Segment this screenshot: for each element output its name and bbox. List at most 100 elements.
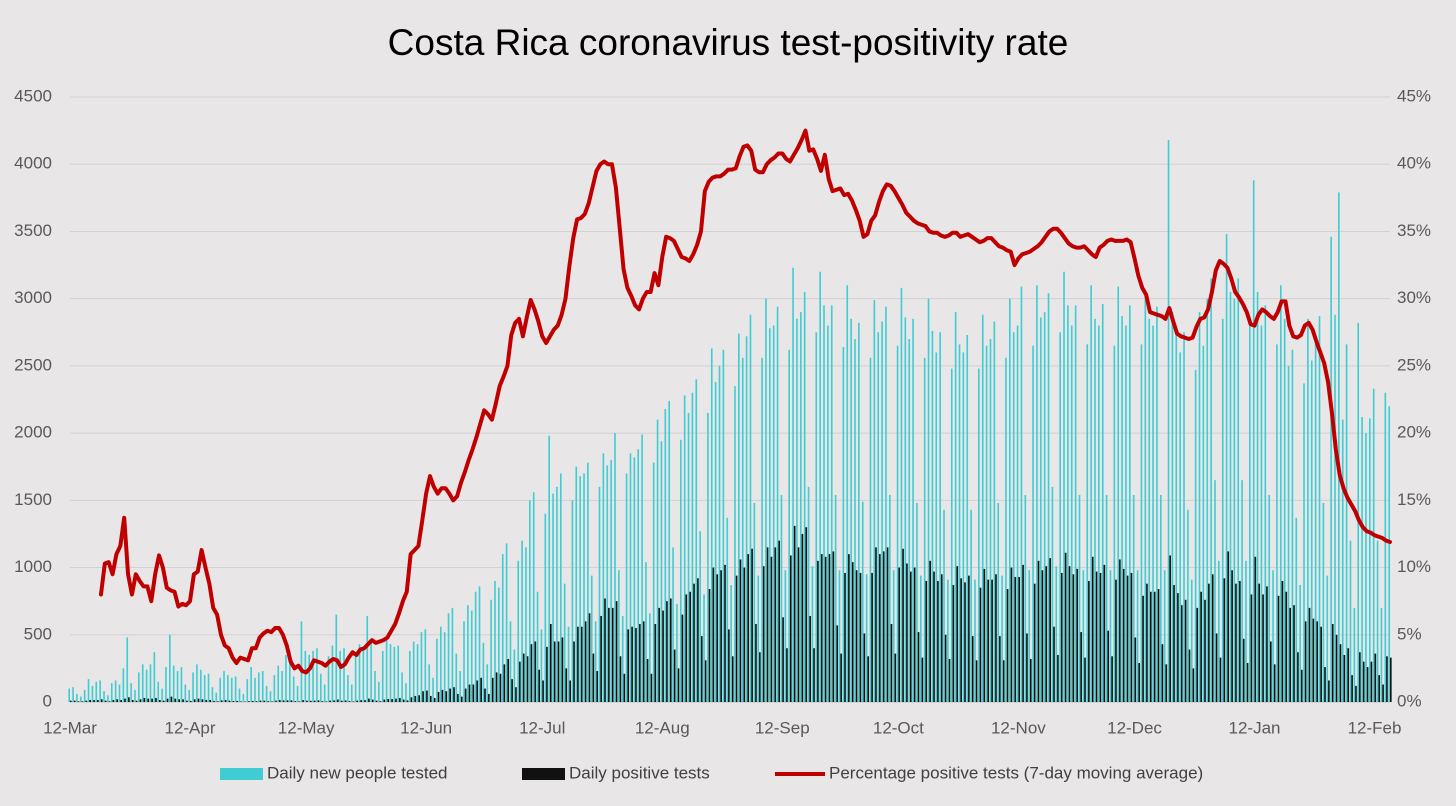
bar xyxy=(478,586,481,702)
bar xyxy=(370,642,372,702)
bar xyxy=(157,681,160,702)
bar xyxy=(960,578,962,702)
bar xyxy=(1231,570,1233,702)
x-tick-label: 12-Dec xyxy=(1107,718,1162,737)
bar xyxy=(997,503,1000,702)
bar xyxy=(358,644,361,702)
bar xyxy=(695,379,698,702)
bar xyxy=(1249,318,1251,702)
bar xyxy=(611,607,614,702)
bar xyxy=(1018,576,1021,702)
bar xyxy=(1225,234,1228,702)
bar xyxy=(1380,607,1383,702)
bar xyxy=(1322,503,1325,702)
bar xyxy=(1215,633,1218,702)
bar xyxy=(1036,285,1038,702)
bar xyxy=(902,548,904,702)
bar xyxy=(654,624,657,702)
bar xyxy=(939,332,941,702)
bar xyxy=(550,624,552,702)
bar xyxy=(395,698,397,702)
bar xyxy=(641,434,643,702)
bar xyxy=(399,697,401,702)
bar xyxy=(1239,581,1241,702)
bar xyxy=(1177,593,1179,702)
bar xyxy=(151,698,153,702)
bar xyxy=(472,684,475,702)
bar xyxy=(679,439,682,702)
bar xyxy=(70,700,72,702)
bar xyxy=(1022,564,1024,702)
bar xyxy=(865,574,868,702)
bar xyxy=(1111,656,1113,702)
bar xyxy=(1331,624,1334,702)
bar xyxy=(350,684,353,702)
bar xyxy=(522,653,525,702)
bar xyxy=(1384,392,1387,702)
bar xyxy=(536,591,539,702)
bar xyxy=(145,669,148,702)
bar xyxy=(1206,298,1209,702)
bar xyxy=(1055,566,1058,702)
bar xyxy=(882,551,885,702)
bar xyxy=(1345,344,1348,702)
bar xyxy=(697,578,699,702)
bar xyxy=(348,701,351,702)
bar xyxy=(285,654,287,702)
bar xyxy=(227,675,229,702)
bar xyxy=(1080,632,1082,702)
bar xyxy=(447,613,450,702)
bar xyxy=(310,700,312,702)
bar xyxy=(801,533,804,702)
bar xyxy=(1372,388,1375,702)
bar xyxy=(486,664,489,702)
bar xyxy=(1188,649,1191,702)
bar xyxy=(947,579,949,702)
bar xyxy=(178,699,181,702)
bar xyxy=(1105,494,1108,702)
bar xyxy=(302,700,304,702)
bar xyxy=(1109,570,1112,702)
bar xyxy=(552,493,554,702)
bar xyxy=(1365,433,1367,702)
bar xyxy=(1094,318,1096,702)
bar xyxy=(1014,576,1017,702)
bar xyxy=(451,607,454,702)
bar xyxy=(1299,585,1301,702)
bar xyxy=(925,581,928,702)
bar xyxy=(879,554,881,702)
bar xyxy=(422,691,424,702)
bar xyxy=(623,673,626,702)
bar xyxy=(1252,180,1255,702)
bar xyxy=(414,695,417,702)
bar xyxy=(1194,369,1197,702)
bar xyxy=(761,357,763,702)
bar xyxy=(894,653,897,702)
bar xyxy=(138,672,140,702)
bar xyxy=(1101,304,1104,702)
bar xyxy=(459,671,461,702)
bar xyxy=(1026,633,1028,702)
bar xyxy=(1152,325,1154,702)
bar xyxy=(817,560,819,702)
bar xyxy=(1268,494,1270,702)
bar xyxy=(1043,312,1046,702)
bar xyxy=(621,615,624,702)
bar xyxy=(1150,591,1152,702)
bar xyxy=(430,695,432,702)
bar xyxy=(464,688,467,702)
bar xyxy=(224,699,227,702)
bar xyxy=(1241,480,1243,702)
bar xyxy=(166,698,169,702)
bar xyxy=(983,568,986,702)
bar xyxy=(1169,555,1171,702)
bar xyxy=(298,701,301,702)
bar xyxy=(1041,570,1044,702)
bar xyxy=(1148,318,1150,702)
bar xyxy=(329,700,331,702)
bar xyxy=(898,567,901,702)
bar xyxy=(488,693,490,702)
bar xyxy=(1283,318,1286,702)
bar xyxy=(704,660,707,702)
bar xyxy=(134,689,136,702)
